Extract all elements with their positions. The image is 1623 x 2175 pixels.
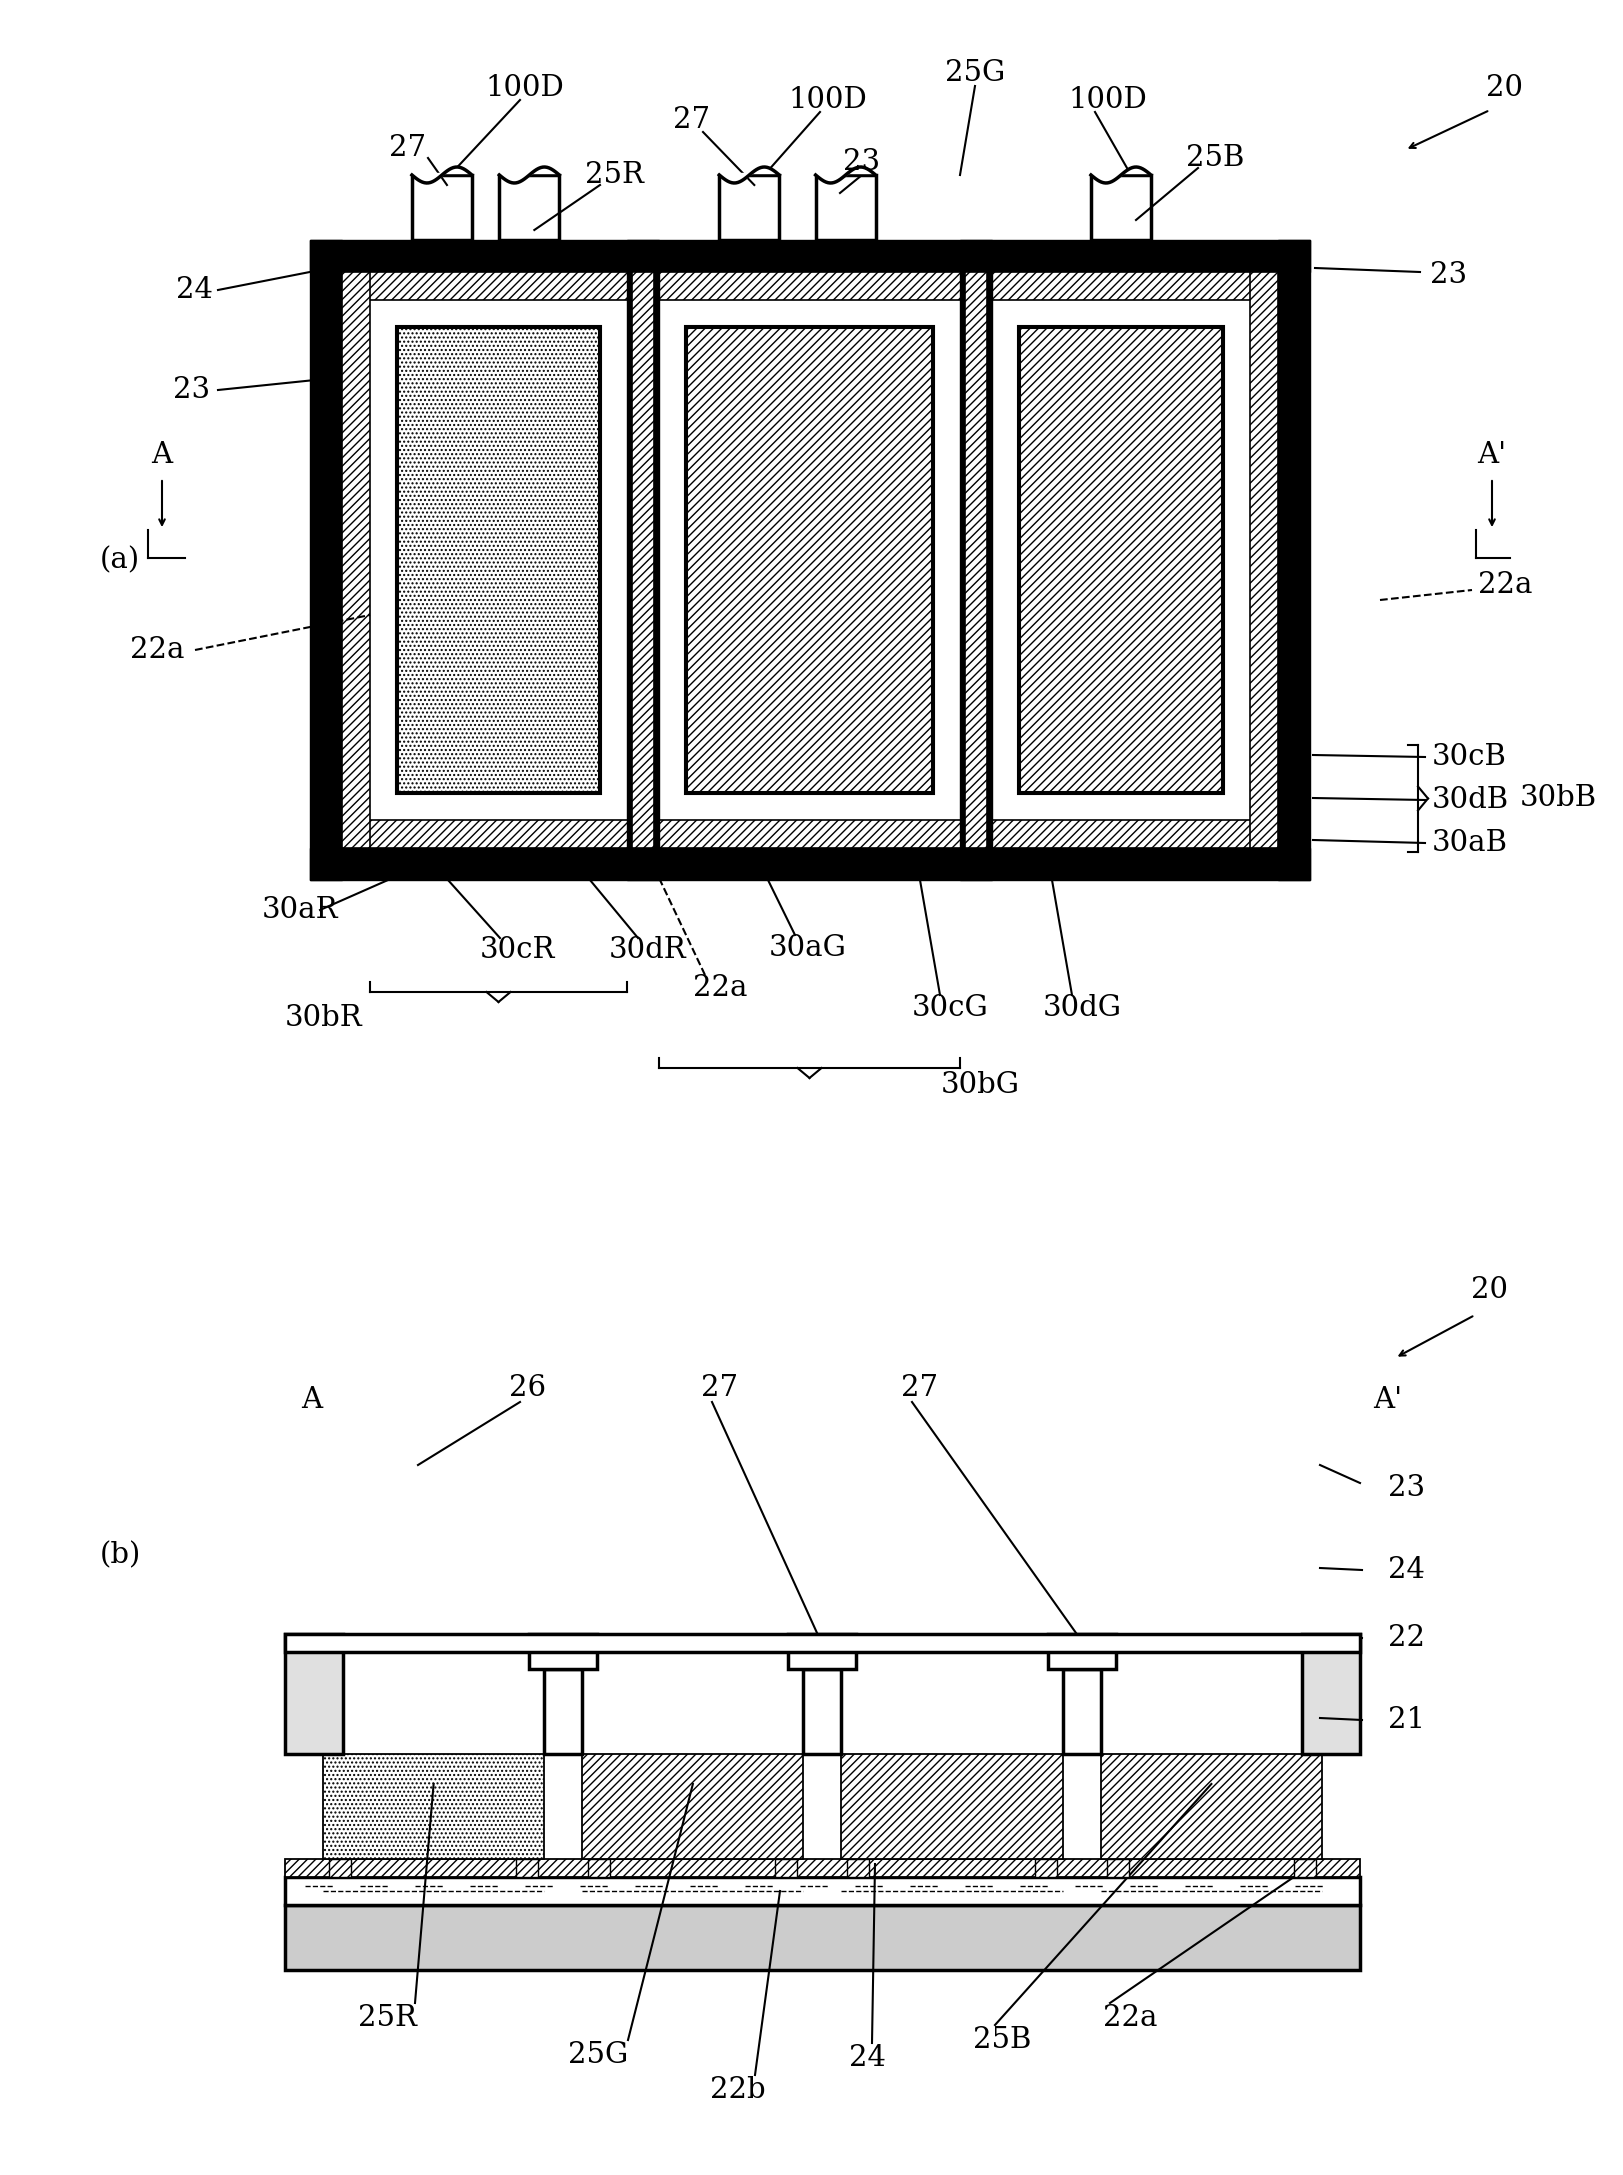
Bar	[992, 300, 1250, 820]
Text: 30dB: 30dB	[1431, 785, 1508, 813]
Bar	[1018, 326, 1224, 794]
Text: 30cB: 30cB	[1431, 744, 1506, 770]
Text: 23: 23	[842, 148, 880, 176]
Bar	[284, 1905, 1358, 1971]
Text: 22a: 22a	[693, 974, 747, 1003]
Bar	[310, 239, 342, 881]
Bar	[815, 174, 875, 239]
Text: 30bB: 30bB	[1519, 783, 1595, 811]
Text: 20: 20	[1470, 1277, 1508, 1305]
Text: 23: 23	[1388, 1475, 1425, 1503]
Bar	[776, 1860, 797, 1877]
Bar	[1302, 1633, 1358, 1753]
Bar	[323, 1753, 544, 1860]
Text: 100D: 100D	[485, 74, 565, 102]
Text: 23: 23	[172, 376, 209, 405]
Bar	[284, 1633, 1358, 1653]
Text: 22b: 22b	[709, 2075, 766, 2103]
Text: 22a: 22a	[1102, 2003, 1157, 2031]
Text: 20: 20	[1485, 74, 1522, 102]
Text: 30aG: 30aG	[769, 933, 847, 961]
Text: (b): (b)	[101, 1542, 141, 1568]
Text: 100D: 100D	[1068, 87, 1147, 113]
Bar	[588, 1860, 610, 1877]
Bar	[719, 174, 779, 239]
Text: 26: 26	[510, 1375, 547, 1403]
Bar	[310, 239, 1310, 272]
Bar	[284, 1633, 342, 1753]
Bar	[310, 848, 1310, 881]
Text: 22: 22	[1388, 1625, 1423, 1653]
Text: 25G: 25G	[945, 59, 1005, 87]
Text: 30dR: 30dR	[609, 935, 687, 964]
Bar	[1250, 272, 1277, 848]
Bar	[342, 820, 1277, 848]
Bar	[803, 1668, 841, 1753]
Bar	[1034, 1860, 1057, 1877]
Text: 30bG: 30bG	[940, 1070, 1019, 1098]
Bar	[687, 328, 932, 792]
Text: 25B: 25B	[972, 2025, 1031, 2053]
Bar	[789, 1633, 855, 1668]
Bar	[284, 1860, 1358, 1877]
Bar	[412, 174, 472, 239]
Bar	[498, 174, 558, 239]
Bar	[1277, 239, 1310, 881]
Text: A: A	[302, 1385, 323, 1414]
Text: 30cR: 30cR	[480, 935, 555, 964]
Bar	[847, 1860, 868, 1877]
Text: 27: 27	[390, 135, 427, 161]
Text: 27: 27	[901, 1375, 938, 1403]
Bar	[583, 1753, 803, 1860]
Text: 22a: 22a	[1477, 572, 1532, 598]
Bar	[544, 1668, 583, 1753]
Text: 21: 21	[1388, 1705, 1423, 1733]
Bar	[516, 1860, 537, 1877]
Text: A: A	[151, 442, 172, 470]
Text: 27: 27	[701, 1375, 738, 1403]
Text: 25R: 25R	[359, 2003, 417, 2031]
Text: 24: 24	[849, 2044, 886, 2073]
Text: 24: 24	[175, 276, 213, 305]
Bar	[342, 272, 370, 848]
Bar	[631, 272, 654, 848]
Text: 25B: 25B	[1185, 144, 1243, 172]
Text: 100D: 100D	[789, 87, 867, 113]
Bar	[1294, 1860, 1315, 1877]
Text: 30bR: 30bR	[284, 1005, 362, 1031]
Text: 30cG: 30cG	[911, 994, 988, 1022]
Bar	[1091, 174, 1151, 239]
Bar	[398, 328, 599, 792]
Text: 30aR: 30aR	[261, 896, 339, 924]
Bar	[626, 239, 659, 881]
Bar	[370, 300, 626, 820]
Bar	[959, 239, 992, 881]
Bar	[1047, 1633, 1115, 1668]
Bar	[329, 1860, 351, 1877]
Bar	[529, 1633, 597, 1668]
Text: 24: 24	[1388, 1555, 1423, 1583]
Text: 25R: 25R	[586, 161, 644, 189]
Bar	[1061, 1668, 1100, 1753]
Bar	[1100, 1753, 1321, 1860]
Bar	[1019, 328, 1220, 792]
Bar	[685, 326, 933, 794]
Bar	[396, 326, 601, 794]
Text: 25G: 25G	[568, 2040, 628, 2068]
Text: 30aB: 30aB	[1431, 829, 1508, 857]
Text: (a): (a)	[101, 546, 140, 574]
Text: A': A'	[1477, 442, 1506, 470]
Bar	[841, 1753, 1061, 1860]
Bar	[342, 272, 1277, 300]
Text: 30dG: 30dG	[1042, 994, 1121, 1022]
Bar	[964, 272, 987, 848]
Text: A': A'	[1373, 1385, 1402, 1414]
Text: 27: 27	[674, 107, 711, 135]
Bar	[1105, 1860, 1128, 1877]
Bar	[284, 1877, 1358, 1905]
Text: 22a: 22a	[130, 635, 185, 663]
Bar	[659, 300, 959, 820]
Text: 23: 23	[1430, 261, 1466, 289]
